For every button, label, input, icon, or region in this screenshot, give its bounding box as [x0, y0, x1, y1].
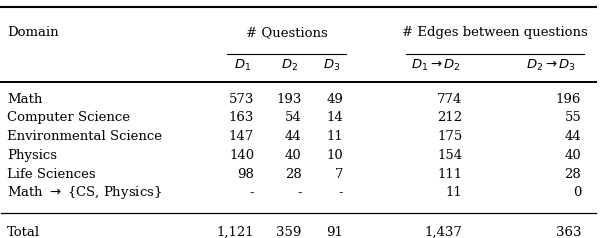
Text: 154: 154 [437, 149, 462, 162]
Text: 11: 11 [445, 186, 462, 199]
Text: 196: 196 [556, 93, 581, 106]
Text: 55: 55 [564, 111, 581, 124]
Text: 7: 7 [335, 168, 343, 180]
Text: 44: 44 [564, 130, 581, 143]
Text: 14: 14 [326, 111, 343, 124]
Text: Domain: Domain [7, 26, 59, 39]
Text: Math: Math [7, 93, 43, 106]
Text: Physics: Physics [7, 149, 57, 162]
Text: $D_2$: $D_2$ [281, 58, 298, 74]
Text: -: - [297, 186, 302, 199]
Text: # Questions: # Questions [246, 26, 328, 39]
Text: 44: 44 [285, 130, 302, 143]
Text: 0: 0 [573, 186, 581, 199]
Text: 1,437: 1,437 [425, 226, 462, 238]
Text: 40: 40 [564, 149, 581, 162]
Text: 147: 147 [229, 130, 254, 143]
Text: 91: 91 [326, 226, 343, 238]
Text: 28: 28 [564, 168, 581, 180]
Text: -: - [339, 186, 343, 199]
Text: 363: 363 [556, 226, 581, 238]
Text: 111: 111 [437, 168, 462, 180]
Text: 1,121: 1,121 [217, 226, 254, 238]
Text: $D_1$: $D_1$ [234, 58, 251, 74]
Text: $D_1 \rightarrow D_2$: $D_1 \rightarrow D_2$ [411, 58, 461, 74]
Text: Math $\rightarrow$ {CS, Physics}: Math $\rightarrow$ {CS, Physics} [7, 184, 162, 201]
Text: $D_3$: $D_3$ [323, 58, 340, 74]
Text: 163: 163 [229, 111, 254, 124]
Text: # Edges between questions: # Edges between questions [402, 26, 588, 39]
Text: 49: 49 [326, 93, 343, 106]
Text: 193: 193 [276, 93, 302, 106]
Text: 774: 774 [437, 93, 462, 106]
Text: 28: 28 [285, 168, 302, 180]
Text: 212: 212 [437, 111, 462, 124]
Text: 10: 10 [326, 149, 343, 162]
Text: Total: Total [7, 226, 40, 238]
Text: 175: 175 [437, 130, 462, 143]
Text: 140: 140 [229, 149, 254, 162]
Text: 54: 54 [285, 111, 302, 124]
Text: Life Sciences: Life Sciences [7, 168, 96, 180]
Text: 573: 573 [229, 93, 254, 106]
Text: -: - [249, 186, 254, 199]
Text: $D_2 \rightarrow D_3$: $D_2 \rightarrow D_3$ [526, 58, 576, 74]
Text: Environmental Science: Environmental Science [7, 130, 162, 143]
Text: 40: 40 [285, 149, 302, 162]
Text: 359: 359 [276, 226, 302, 238]
Text: 11: 11 [326, 130, 343, 143]
Text: 98: 98 [237, 168, 254, 180]
Text: Computer Science: Computer Science [7, 111, 131, 124]
